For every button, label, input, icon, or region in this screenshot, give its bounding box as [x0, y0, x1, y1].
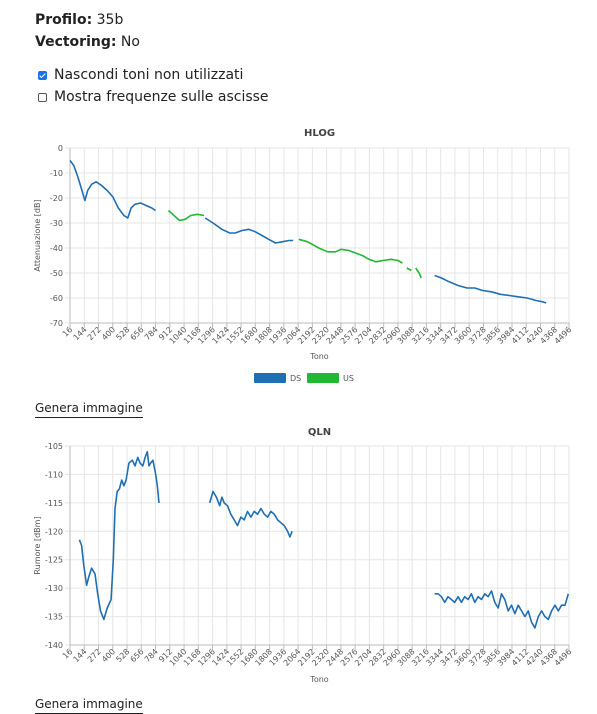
show-freq-label: Mostra frequenze sulle ascisse: [54, 89, 269, 105]
series-line-ds: [434, 274, 547, 304]
x-axis-label-1: Tono: [309, 352, 328, 361]
series-line-us: [406, 267, 412, 272]
y-tick-label: -30: [50, 219, 63, 228]
y-tick-label: -60: [50, 294, 63, 303]
y-tick-label: -135: [45, 613, 63, 622]
y-tick-label: -50: [50, 269, 63, 278]
y-tick-label: -20: [50, 194, 63, 203]
hlog-chart: HLOG161442724005286567849121040116812961…: [33, 128, 573, 383]
x-tick-label: 144: [72, 647, 89, 664]
qln-chart: QLN1614427240052865678491210401168129614…: [33, 427, 573, 684]
chart-title-2: QLN: [308, 427, 331, 438]
hide-unused-checkbox[interactable]: [38, 70, 47, 80]
series-line-ds: [204, 217, 294, 244]
y-tick-label: -115: [45, 499, 63, 508]
y-tick-label: -70: [50, 319, 63, 328]
legend-swatch-us[interactable]: [307, 373, 339, 383]
profile-value: 35b: [96, 12, 124, 28]
series-line-qln: [434, 590, 570, 629]
generate-image-link-qln[interactable]: Genera immagine: [35, 697, 143, 714]
hide-unused-option[interactable]: Nascondi toni non utilizzati: [38, 67, 243, 83]
x-tick-label: 144: [72, 325, 89, 342]
x-tick-label: 272: [86, 325, 103, 342]
hide-unused-label: Nascondi toni non utilizzati: [54, 67, 244, 83]
vectoring-value: No: [120, 34, 140, 50]
x-tick-label: 528: [114, 647, 131, 664]
grid-1: [65, 147, 570, 328]
y-axis-label-2: Rumore [dBm]: [33, 516, 42, 574]
x-tick-label: 784: [143, 647, 160, 664]
y-tick-label: -40: [50, 244, 63, 253]
x-tick-label: 656: [129, 647, 146, 664]
profile-row: Profilo: 35b: [35, 12, 123, 28]
series-line-us: [167, 209, 205, 222]
chart-title-1: HLOG: [304, 128, 335, 139]
y-tick-label: -125: [45, 556, 63, 565]
legend-label-ds[interactable]: DS: [290, 374, 301, 383]
x-tick-label: 400: [100, 647, 117, 664]
y-axis-label-1: Attenuazione [dB]: [33, 199, 42, 271]
y-tick-label: -140: [45, 641, 63, 650]
series-line-qln: [78, 450, 160, 621]
y-tick-label: -10: [50, 169, 63, 178]
legend-swatch-ds[interactable]: [254, 373, 286, 383]
profile-label: Profilo:: [35, 12, 93, 28]
x-tick-label: 400: [100, 325, 117, 342]
vectoring-row: Vectoring: No: [35, 34, 140, 50]
grid-2: [65, 445, 570, 650]
generate-image-link-hlog[interactable]: Genera immagine: [35, 401, 143, 418]
x-tick-label: 784: [143, 325, 160, 342]
series-line-us: [415, 267, 423, 279]
x-axis-label-2: Tono: [309, 675, 328, 684]
y-tick-label: -130: [45, 584, 63, 593]
legend-label-us[interactable]: US: [343, 374, 354, 383]
show-freq-option[interactable]: Mostra frequenze sulle ascisse: [38, 89, 269, 105]
series-line-us: [298, 238, 403, 264]
series-line-ds: [69, 160, 156, 219]
x-tick-label: 272: [86, 647, 103, 664]
x-tick-label: 656: [129, 325, 146, 342]
y-tick-label: -110: [45, 470, 63, 479]
y-tick-label: 0: [58, 144, 63, 153]
y-tick-label: -105: [45, 442, 63, 451]
series-line-qln: [208, 490, 293, 538]
show-freq-checkbox[interactable]: [38, 92, 47, 102]
vectoring-label: Vectoring:: [35, 34, 117, 50]
x-tick-label: 528: [114, 325, 131, 342]
y-tick-label: -120: [45, 527, 63, 536]
